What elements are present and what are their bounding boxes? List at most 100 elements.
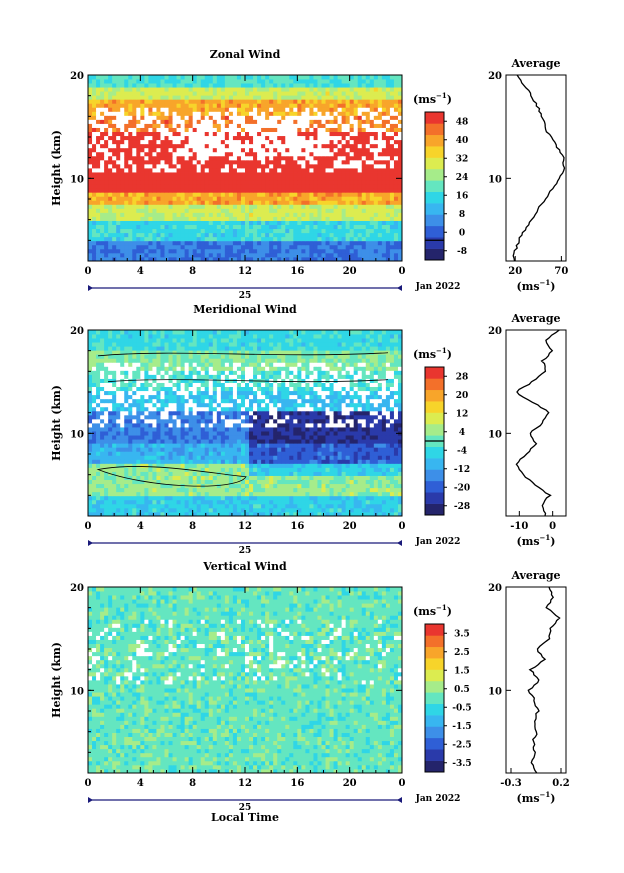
heatmap-cell: [261, 511, 266, 517]
heatmap-cell: [156, 503, 161, 509]
heatmap-cell: [224, 208, 230, 213]
heatmap-cell: [269, 491, 274, 497]
heatmap-cell: [269, 471, 274, 476]
heatmap-cell: [240, 147, 246, 153]
colorbar-tick-label: 48: [456, 117, 469, 127]
heatmap-cell: [285, 503, 290, 509]
heatmap-cell: [365, 495, 371, 501]
heatmap-cell: [265, 196, 270, 201]
heatmap-cell: [220, 188, 226, 193]
heatmap-cell: [397, 507, 403, 513]
heatmap-cell: [160, 119, 165, 124]
heatmap-cell: [240, 256, 246, 262]
heatmap-cell: [357, 151, 363, 157]
heatmap-cell: [200, 447, 206, 452]
heatmap-cell: [397, 487, 403, 493]
heatmap-cell: [228, 159, 234, 165]
heatmap-cell: [389, 119, 395, 124]
heatmap-cell: [349, 256, 355, 262]
heatmap-cell: [317, 212, 322, 217]
heatmap-cell: [337, 499, 343, 505]
heatmap-cell: [200, 248, 206, 254]
heatmap-cell: [232, 503, 238, 509]
heatmap-cell: [385, 256, 391, 262]
heatmap-cell: [293, 483, 298, 489]
heatmap-cell: [168, 91, 173, 96]
heatmap-cell: [180, 155, 186, 161]
heatmap-cell: [341, 151, 347, 157]
heatmap-cell: [120, 483, 125, 489]
heatmap-cell: [108, 119, 113, 124]
heatmap-cell: [293, 204, 298, 209]
heatmap-cell: [265, 87, 270, 92]
heatmap-cell: [140, 135, 145, 141]
heatmap-cell: [293, 216, 298, 221]
heatmap-cell: [200, 131, 206, 137]
heatmap-cell: [152, 236, 157, 242]
colorbar-swatch: [425, 214, 444, 227]
heatmap-cell: [232, 87, 238, 92]
heatmap-cell: [120, 111, 125, 116]
heatmap-cell: [369, 87, 375, 92]
heatmap-cell: [232, 123, 238, 128]
heatmap-cell: [232, 155, 238, 161]
heatmap-cell: [341, 499, 347, 505]
heatmap-cell: [108, 459, 113, 464]
heatmap-cell: [317, 200, 322, 205]
heatmap-cell: [265, 232, 270, 238]
heatmap-cell: [337, 176, 343, 181]
heatmap-cell: [349, 87, 355, 92]
heatmap-cell: [180, 107, 186, 112]
heatmap-cell: [88, 220, 93, 226]
heatmap-cell: [152, 495, 157, 501]
heatmap-cell: [240, 139, 246, 145]
heatmap-cell: [148, 103, 153, 108]
heatmap-cell: [313, 180, 318, 185]
heatmap-cell: [333, 172, 338, 177]
heatmap-cell: [184, 248, 190, 254]
heatmap-cell: [353, 159, 359, 165]
heatmap-cell: [381, 459, 387, 464]
heatmap-cell: [164, 471, 169, 476]
heatmap-cell: [148, 244, 153, 250]
heatmap-cell: [337, 79, 343, 84]
heatmap-cell: [220, 143, 226, 149]
heatmap-cell: [381, 495, 387, 501]
heatmap-cell: [200, 83, 206, 88]
heatmap-cell: [377, 172, 383, 177]
heatmap-cell: [381, 139, 387, 145]
heatmap-cell: [96, 511, 101, 517]
heatmap-cell: [285, 224, 290, 230]
heatmap-cell: [389, 479, 395, 485]
heatmap-cell: [305, 252, 310, 258]
heatmap-cell: [341, 256, 347, 262]
heatmap-cell: [285, 244, 290, 250]
heatmap-cell: [108, 176, 113, 181]
heatmap-cell: [293, 487, 298, 493]
heatmap-cell: [156, 147, 161, 153]
heatmap-cell: [257, 499, 262, 505]
heatmap-cell: [273, 208, 278, 213]
heatmap-cell: [92, 91, 97, 96]
heatmap-cell: [208, 143, 214, 149]
heatmap-cell: [200, 236, 206, 242]
heatmap-cell: [200, 471, 206, 476]
heatmap-cell: [369, 99, 375, 104]
heatmap-cell: [317, 232, 322, 238]
heatmap-cell: [172, 240, 177, 246]
heatmap-cell: [216, 244, 222, 250]
heatmap-cell: [313, 451, 318, 456]
heatmap-cell: [232, 236, 238, 242]
heatmap-cell: [389, 475, 395, 481]
heatmap-cell: [249, 479, 254, 485]
heatmap-cell: [152, 451, 157, 456]
heatmap-cell: [313, 123, 318, 128]
heatmap-cell: [317, 107, 322, 112]
heatmap-cell: [212, 463, 218, 468]
heatmap-cell: [301, 196, 306, 201]
heatmap-cell: [240, 95, 246, 100]
heatmap-cell: [273, 248, 278, 254]
heatmap-cell: [240, 188, 246, 193]
heatmap-cell: [301, 236, 306, 242]
heatmap-cell: [357, 248, 363, 254]
